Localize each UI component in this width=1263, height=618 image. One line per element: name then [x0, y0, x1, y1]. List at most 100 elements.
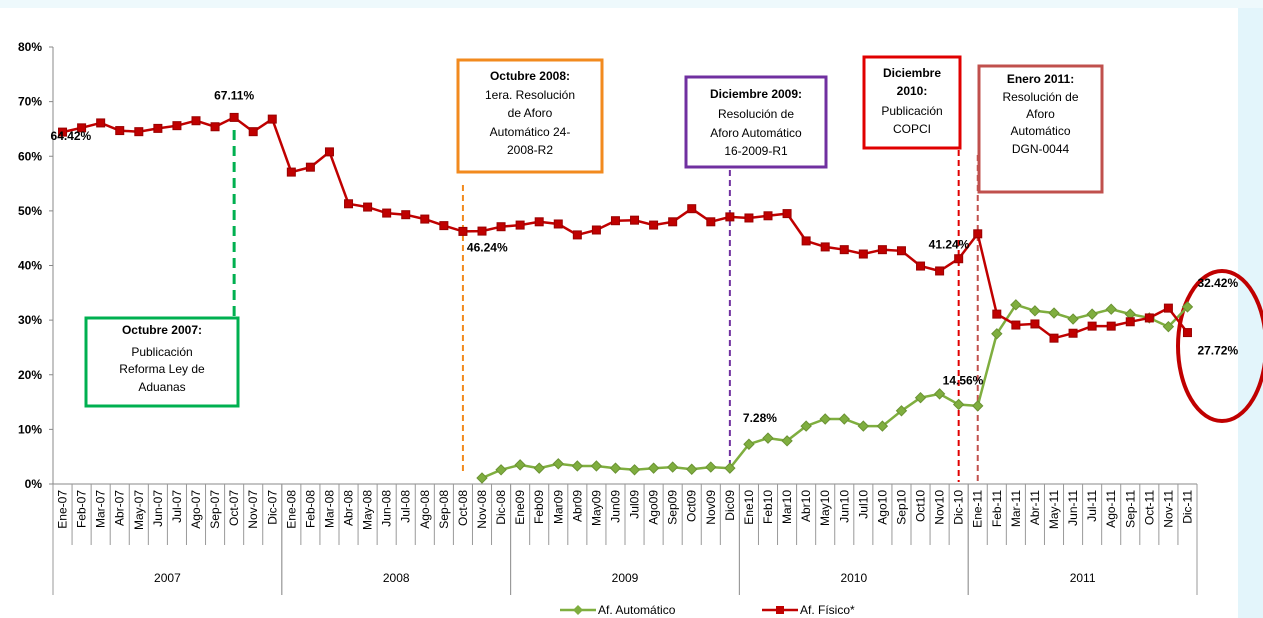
- marker: [1162, 320, 1175, 333]
- x-tick-label: Ago09: [647, 490, 661, 525]
- annotation-text: COPCI: [893, 122, 931, 136]
- marker: [495, 464, 507, 476]
- x-tick-label: Mar-11: [1009, 490, 1023, 527]
- top-strip: [0, 0, 1263, 8]
- marker: [725, 212, 735, 222]
- x-tick-label: Jul-08: [399, 490, 413, 523]
- annotation-text: Reforma Ley de: [119, 362, 205, 376]
- marker: [439, 221, 449, 231]
- marker: [973, 229, 983, 239]
- marker: [534, 217, 544, 227]
- marker: [724, 462, 736, 474]
- marker: [839, 245, 849, 255]
- x-tick-label: Feb-07: [75, 490, 89, 528]
- marker: [344, 199, 354, 209]
- value-label: 67.11%: [214, 88, 254, 102]
- y-tick-label: 20%: [18, 368, 42, 382]
- annotation-text: Publicación: [131, 345, 192, 359]
- x-tick-label: Nov10: [933, 490, 947, 525]
- year-label: 2007: [154, 571, 181, 585]
- annotation-box: [684, 75, 828, 169]
- x-tick-label: Abr-07: [113, 490, 127, 526]
- marker: [743, 438, 755, 450]
- marker: [477, 226, 487, 236]
- marker: [1010, 299, 1022, 311]
- annotation-title: Diciembre 2009:: [710, 87, 802, 101]
- x-tick-label: Oct09: [685, 490, 699, 522]
- x-tick-label: Jun-11: [1066, 490, 1080, 526]
- x-tick-label: Oct-11: [1142, 490, 1156, 525]
- annotation-text: Automático: [1010, 124, 1070, 138]
- value-label: 32.42%: [1197, 276, 1238, 290]
- marker: [1105, 303, 1117, 315]
- legend-label: Af. Físico*: [800, 603, 855, 617]
- marker: [952, 398, 965, 411]
- marker: [954, 254, 964, 264]
- x-tick-label: Abr-11: [1028, 490, 1042, 525]
- marker: [553, 219, 563, 229]
- year-label: 2008: [383, 571, 410, 585]
- year-label: 2009: [612, 571, 639, 585]
- marker: [1029, 305, 1041, 317]
- marker: [705, 461, 717, 473]
- x-tick-label: Mar-08: [322, 490, 336, 528]
- marker: [838, 413, 850, 425]
- year-label: 2011: [1070, 571, 1096, 585]
- marker: [609, 462, 622, 474]
- marker: [533, 462, 545, 474]
- marker: [1068, 328, 1078, 338]
- marker: [77, 123, 87, 133]
- x-tick-label: Dic-11: [1180, 490, 1194, 524]
- marker: [630, 215, 640, 225]
- x-tick-label: Dic-08: [494, 490, 508, 525]
- marker: [686, 463, 698, 475]
- marker: [914, 391, 927, 404]
- annotation-text: Aforo Automático: [710, 126, 802, 140]
- marker: [572, 230, 582, 240]
- marker: [172, 121, 182, 131]
- marker: [1144, 313, 1154, 323]
- x-tick-label: Ago-11: [1104, 490, 1118, 528]
- marker: [666, 461, 679, 473]
- value-label: 64.42%: [51, 129, 92, 143]
- annotation-text: 1era. Resolución: [485, 88, 575, 102]
- x-tick-label: Abr09: [570, 490, 584, 522]
- x-tick-label: May-07: [132, 490, 146, 530]
- y-tick-label: 60%: [18, 149, 42, 163]
- annotation-text: Aduanas: [138, 380, 185, 394]
- marker: [382, 208, 392, 218]
- x-tick-label: Oct-08: [456, 490, 470, 526]
- x-tick-label: Mar09: [551, 490, 565, 524]
- x-tick-label: Ene10: [742, 490, 756, 525]
- annotation-box: [862, 55, 962, 150]
- marker: [96, 118, 106, 128]
- annotation-text: DGN-0044: [1012, 142, 1070, 156]
- annotation-text: Resolución de: [1002, 90, 1078, 104]
- x-tick-label: Jun-07: [151, 490, 165, 527]
- annotation-text: Publicación: [881, 104, 942, 118]
- x-tick-label: Feb09: [532, 490, 546, 524]
- marker: [1049, 333, 1059, 343]
- x-tick-label: May10: [818, 490, 832, 526]
- marker: [916, 261, 926, 271]
- x-tick-label: May09: [589, 490, 603, 526]
- x-tick-label: May-11: [1047, 490, 1061, 529]
- marker: [744, 213, 754, 223]
- x-tick-label: Nov-11: [1161, 490, 1175, 528]
- marker: [496, 222, 506, 232]
- x-tick-label: Feb-11: [990, 490, 1004, 527]
- x-tick-label: Ene-11: [971, 490, 985, 528]
- marker: [649, 220, 659, 230]
- value-label: 27.72%: [1197, 344, 1238, 358]
- marker: [800, 420, 812, 432]
- x-tick-label: Ago10: [875, 490, 889, 525]
- x-tick-label: Sep-07: [208, 490, 222, 529]
- marker: [610, 216, 620, 226]
- x-tick-label: Abr-08: [342, 490, 356, 526]
- marker: [324, 147, 334, 157]
- annotation-box: [456, 58, 604, 174]
- marker: [781, 435, 793, 447]
- marker: [877, 245, 887, 255]
